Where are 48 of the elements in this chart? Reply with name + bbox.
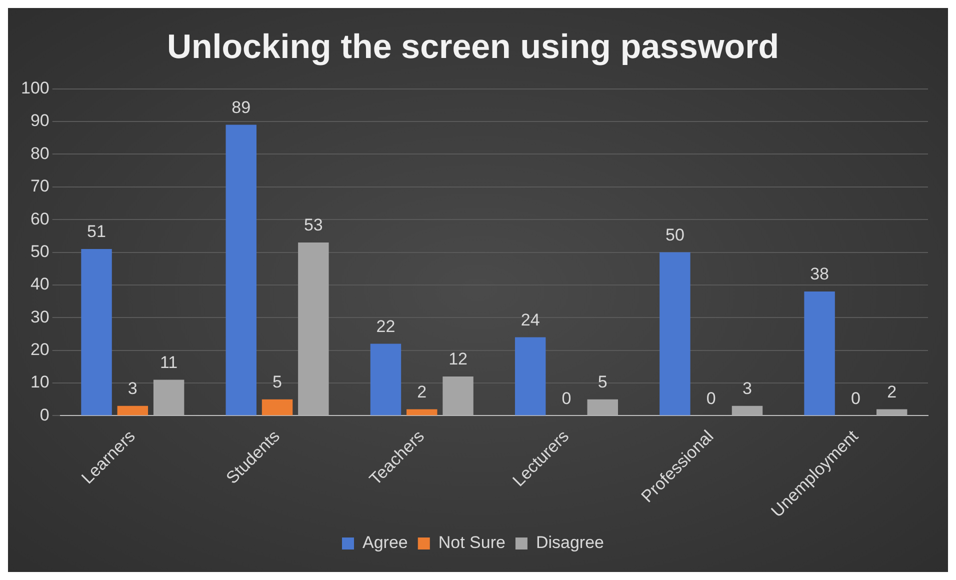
bar [442, 376, 474, 416]
data-label: 5 [272, 372, 282, 392]
y-tick-label: 100 [20, 78, 50, 98]
data-label: 89 [232, 98, 251, 117]
y-tick-label: 40 [30, 274, 50, 294]
y-tick-label: 30 [30, 307, 50, 326]
data-label: 38 [810, 264, 830, 284]
y-tick-label: 50 [30, 242, 50, 261]
data-label: 3 [742, 379, 752, 398]
data-label: 12 [448, 350, 468, 369]
data-label: 3 [128, 379, 138, 398]
data-label: 2 [417, 382, 427, 402]
bar [514, 337, 546, 416]
bar [298, 242, 329, 416]
bar [262, 399, 293, 416]
y-tick-label: 90 [30, 111, 50, 130]
y-tick-label: 0 [40, 405, 50, 424]
data-label: 24 [520, 310, 540, 330]
bar [660, 252, 690, 416]
data-label: 2 [887, 382, 897, 402]
bar [732, 406, 763, 416]
data-label: 0 [706, 388, 716, 408]
bar [876, 409, 908, 416]
bar [587, 399, 618, 416]
bar [804, 292, 835, 416]
y-tick-label: 60 [30, 209, 50, 228]
data-label: 11 [160, 352, 178, 372]
data-label: 0 [562, 388, 572, 408]
bar [370, 344, 402, 416]
y-tick-label: 80 [30, 144, 50, 163]
data-label: 5 [598, 372, 608, 392]
y-tick-label: 10 [30, 372, 50, 392]
chart-title: Unlocking the screen using password [166, 28, 780, 66]
bar [153, 380, 184, 416]
data-label: 51 [87, 222, 106, 242]
data-label: 22 [376, 316, 396, 336]
data-label: 50 [665, 225, 684, 244]
bar [406, 409, 438, 416]
legend-label: Disagree [536, 533, 604, 552]
bar [226, 124, 256, 416]
y-tick-label: 70 [30, 176, 50, 196]
data-label: 53 [304, 216, 323, 235]
bar [81, 249, 112, 416]
bar [117, 406, 148, 416]
legend-label: Agree [362, 533, 408, 552]
y-tick-label: 20 [30, 340, 50, 360]
data-label: 0 [850, 388, 860, 408]
legend-label: Not Sure [438, 533, 506, 552]
